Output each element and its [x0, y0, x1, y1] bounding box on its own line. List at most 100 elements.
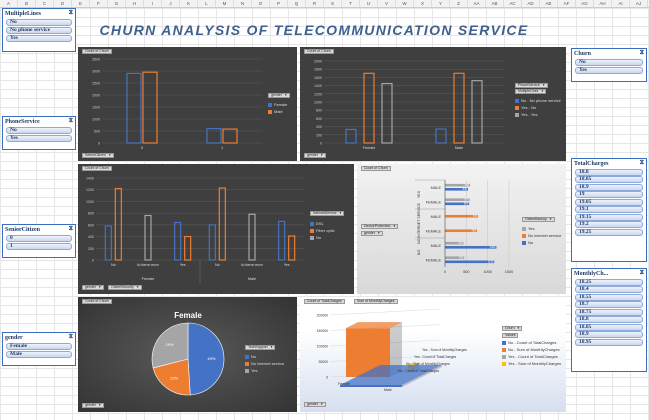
- slicer-item[interactable]: Male: [6, 351, 72, 358]
- column-header[interactable]: G: [108, 0, 126, 7]
- column-header[interactable]: AE: [540, 0, 558, 7]
- field-chip-sum-monthly-charges[interactable]: Sum of MonthlyCharges: [354, 299, 398, 304]
- clear-filter-icon[interactable]: ⧖: [68, 334, 73, 340]
- column-header[interactable]: T: [342, 0, 360, 7]
- chart-device-protection[interactable]: Count of Churn 0 500 1000 1500 MALE 590 540 FEM…: [357, 164, 566, 294]
- column-header[interactable]: AD: [522, 0, 540, 7]
- legend-values-chip[interactable]: Values: [502, 333, 519, 338]
- field-chip-title[interactable]: Count of Churn: [361, 166, 391, 171]
- clear-filter-icon[interactable]: ⧖: [68, 118, 73, 124]
- axis-filter-gender[interactable]: gender: [304, 153, 326, 158]
- column-header[interactable]: W: [396, 0, 414, 7]
- bar[interactable]: [222, 128, 238, 144]
- filter-device-protection[interactable]: DeviceProtection: [361, 224, 399, 229]
- column-header[interactable]: J: [162, 0, 180, 7]
- slicer-item[interactable]: 19.25: [575, 228, 643, 236]
- slicer-total-charges[interactable]: TotalCharges ⧖ 18.8 18.85 18.9 19 19.05 19.1 19…: [571, 158, 647, 262]
- clear-filter-icon[interactable]: ⧖: [68, 10, 73, 16]
- chart-tech-support-pie[interactable]: Count of Churn Female 49% 22% 29% TechSupp…: [78, 297, 297, 412]
- bar[interactable]: [174, 221, 182, 261]
- axis-filter-online-security[interactable]: OnlineSecurity: [108, 285, 142, 290]
- column-header[interactable]: P: [270, 0, 288, 7]
- bar[interactable]: [248, 213, 256, 261]
- slicer-item[interactable]: No: [6, 19, 72, 26]
- legend-filter-multiple-lines[interactable]: MultipleLines: [515, 89, 547, 94]
- bar[interactable]: [445, 202, 470, 206]
- slicer-item[interactable]: 18.85: [575, 176, 643, 183]
- chart-charges-3d[interactable]: Count of TotalCharges Sum of MonthlyChar…: [300, 297, 566, 412]
- bar[interactable]: [445, 229, 477, 233]
- column-header[interactable]: D: [54, 0, 72, 7]
- slicer-phone-service[interactable]: PhoneService ⧖ No Yes: [2, 116, 76, 150]
- column-header[interactable]: S: [324, 0, 342, 7]
- slicer-item[interactable]: 0: [6, 235, 72, 242]
- column-header[interactable]: AC: [504, 0, 522, 7]
- bar[interactable]: [453, 72, 465, 144]
- field-chip-title[interactable]: Count of Churn: [304, 49, 334, 54]
- column-header[interactable]: A: [0, 0, 18, 7]
- slicer-item[interactable]: 18.7: [575, 301, 643, 308]
- slicer-item[interactable]: 18.95: [575, 338, 643, 346]
- axis-filter-gender[interactable]: gender: [82, 403, 104, 408]
- column-header[interactable]: V: [378, 0, 396, 7]
- column-header[interactable]: O: [252, 0, 270, 7]
- bar[interactable]: [445, 256, 465, 259]
- legend-filter-internet-service[interactable]: InternetService: [310, 211, 345, 216]
- slicer-item[interactable]: 19: [575, 191, 643, 198]
- column-header[interactable]: Z: [450, 0, 468, 7]
- slicer-item[interactable]: Yes: [575, 67, 643, 74]
- bar[interactable]: [381, 82, 393, 144]
- pie-slice[interactable]: [187, 322, 225, 396]
- bar[interactable]: [288, 235, 296, 261]
- column-header[interactable]: M: [216, 0, 234, 7]
- bar[interactable]: [471, 80, 483, 144]
- bar[interactable]: [114, 187, 122, 261]
- axis-filter-gender[interactable]: gender: [304, 402, 326, 407]
- legend-filter-gender[interactable]: gender: [268, 93, 290, 98]
- column-header[interactable]: AH: [594, 0, 612, 7]
- slicer-item[interactable]: 18.9: [575, 331, 643, 338]
- bar[interactable]: [445, 214, 479, 218]
- bar[interactable]: [184, 235, 192, 261]
- column-header[interactable]: AI: [612, 0, 630, 7]
- filter-gender[interactable]: gender: [361, 231, 383, 236]
- field-chip-title[interactable]: Count of Churn: [82, 299, 112, 304]
- slicer-item[interactable]: No: [6, 127, 72, 134]
- bar[interactable]: [435, 128, 447, 144]
- bar[interactable]: [445, 246, 497, 249]
- field-chip-title[interactable]: Count of Churn: [82, 166, 112, 171]
- slicer-item[interactable]: 18.55: [575, 293, 643, 301]
- column-header[interactable]: K: [180, 0, 198, 7]
- slicer-item[interactable]: No: [575, 59, 643, 66]
- slicer-item[interactable]: 19.05: [575, 198, 643, 206]
- slicer-item[interactable]: 18.4: [575, 286, 643, 293]
- slicer-senior-citizen[interactable]: SeniorCitizen ⧖ 0 1: [2, 224, 76, 258]
- chart-churn-by-internet-service[interactable]: Count of Churn 1400 1200 1000 800 600 400 200 0…: [78, 164, 354, 294]
- column-header[interactable]: B: [18, 0, 36, 7]
- axis-filter-senior-citizen[interactable]: SeniorCitizen: [82, 153, 114, 158]
- column-header[interactable]: AF: [558, 0, 576, 7]
- slicer-item[interactable]: 18.9: [575, 183, 643, 191]
- slicer-item[interactable]: 18.25: [575, 278, 643, 286]
- clear-filter-icon[interactable]: ⧖: [639, 50, 644, 56]
- slicer-multiple-lines[interactable]: MultipleLines ⧖ No No phone service Yes: [2, 8, 76, 52]
- chart-churn-by-phone-service[interactable]: Count of Churn 2000 1800 1600 1400 1200 1000 8…: [300, 47, 566, 161]
- field-chip-count-total-charges[interactable]: Count of TotalCharges: [304, 299, 345, 304]
- bar[interactable]: [206, 127, 222, 144]
- bar[interactable]: [208, 224, 216, 261]
- column-header[interactable]: I: [144, 0, 162, 7]
- slicer-gender[interactable]: gender ⧖ Female Male: [2, 332, 76, 366]
- column-header[interactable]: H: [126, 0, 144, 7]
- clear-filter-icon[interactable]: ⧖: [639, 270, 644, 276]
- column-header[interactable]: AG: [576, 0, 594, 7]
- slicer-item[interactable]: 18.85: [575, 323, 643, 331]
- slicer-item[interactable]: 18.8: [575, 168, 643, 176]
- column-header[interactable]: E: [72, 0, 90, 7]
- slicer-monthly-charges[interactable]: MonthlyCh... ⧖ 18.25 18.4 18.55 18.7 18.75 18.…: [571, 268, 647, 372]
- legend-filter-phone-service[interactable]: PhoneService: [515, 83, 548, 88]
- slicer-item[interactable]: 18.8: [575, 316, 643, 323]
- column-header[interactable]: U: [360, 0, 378, 7]
- bar[interactable]: [144, 214, 152, 261]
- column-header[interactable]: AJ: [630, 0, 648, 7]
- bar[interactable]: [278, 220, 286, 261]
